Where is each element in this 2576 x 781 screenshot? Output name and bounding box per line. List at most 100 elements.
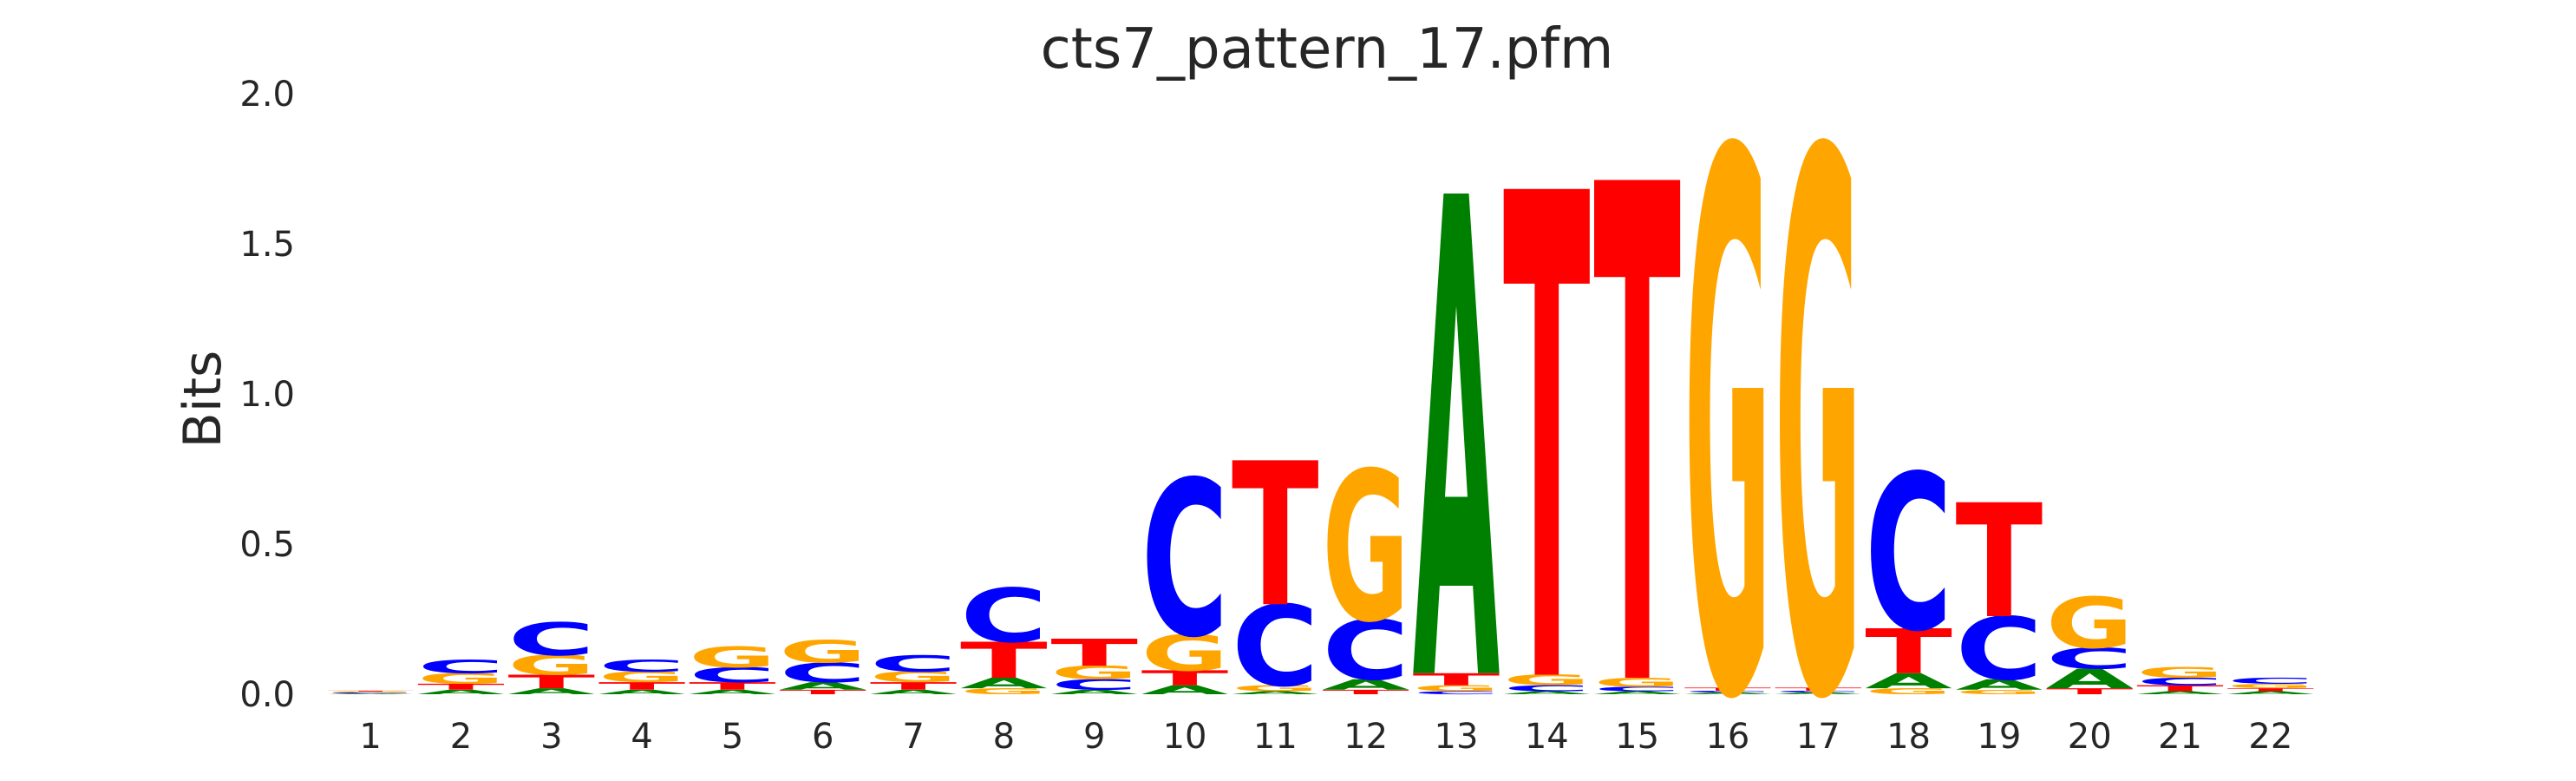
letter-a: A bbox=[2046, 664, 2134, 695]
x-tick-label: 22 bbox=[2248, 717, 2292, 757]
x-tick-label: 9 bbox=[1083, 717, 1105, 757]
x-tick-label: 7 bbox=[902, 717, 924, 757]
x-tick-label: 5 bbox=[722, 717, 743, 757]
letter-c: C bbox=[1865, 431, 1952, 680]
letter-t: T bbox=[1503, 57, 1591, 781]
letter-c: C bbox=[870, 651, 958, 677]
letter-g: G bbox=[1322, 430, 1409, 668]
letter-g: G bbox=[507, 650, 595, 681]
letter-g: G bbox=[1684, 0, 1772, 781]
letter-a: A bbox=[1141, 683, 1229, 698]
letter-t: T bbox=[1684, 686, 1772, 692]
letter-a: A bbox=[507, 686, 595, 696]
letter-t: T bbox=[1322, 688, 1409, 695]
y-tick-label: 0.0 bbox=[239, 675, 295, 715]
letter-c: C bbox=[2136, 676, 2224, 688]
letter-a: A bbox=[1956, 676, 2043, 692]
letter-g: G bbox=[1503, 672, 1591, 688]
letter-t: T bbox=[1593, 46, 1681, 781]
y-tick-label: 1.0 bbox=[239, 375, 295, 415]
y-tick-label: 0.5 bbox=[239, 525, 295, 565]
letter-a: A bbox=[1232, 691, 1319, 696]
letter-c: C bbox=[1141, 436, 1229, 686]
y-axis-ticks: 0.0 0.5 1.0 1.5 2.0 bbox=[239, 75, 295, 715]
letter-c: C bbox=[1684, 690, 1772, 692]
letter-c: C bbox=[1413, 691, 1500, 696]
chart-title: cts7_pattern_17.pfm bbox=[1041, 17, 1614, 82]
x-tick-label: 19 bbox=[1977, 717, 2021, 757]
letter-c: C bbox=[1956, 600, 2043, 699]
letter-t: T bbox=[2046, 686, 2134, 696]
x-tick-label: 11 bbox=[1253, 717, 1298, 757]
letter-a: A bbox=[1775, 692, 1862, 694]
letter-a: A bbox=[870, 688, 958, 695]
letter-c: C bbox=[417, 656, 505, 678]
letter-t: T bbox=[870, 680, 958, 692]
x-tick-label: 8 bbox=[993, 717, 1015, 757]
x-axis-ticks: 1 2 3 4 5 6 7 8 9 10 11 12 13 14 15 16 17 18 19 20 21 22 bbox=[359, 717, 2292, 757]
letter-t: T bbox=[1413, 670, 1500, 689]
x-tick-label: 16 bbox=[1705, 717, 1749, 757]
letter-a: A bbox=[2136, 691, 2224, 696]
y-axis-label: Bits bbox=[173, 351, 233, 449]
letter-a: A bbox=[1050, 688, 1138, 695]
x-tick-label: 18 bbox=[1886, 717, 1931, 757]
letter-c: C bbox=[960, 573, 1048, 659]
letter-c: C bbox=[1503, 684, 1591, 693]
letter-t: T bbox=[327, 691, 415, 692]
letter-g: G bbox=[689, 641, 776, 674]
x-tick-label: 17 bbox=[1796, 717, 1840, 757]
letter-c: C bbox=[1775, 690, 1862, 692]
letter-t: T bbox=[1141, 666, 1229, 691]
y-tick-label: 2.0 bbox=[239, 75, 295, 115]
letter-t: T bbox=[2136, 684, 2224, 693]
letter-t: T bbox=[507, 671, 595, 692]
x-tick-label: 6 bbox=[812, 717, 834, 757]
letter-t: T bbox=[1232, 422, 1319, 652]
letter-t: T bbox=[598, 680, 686, 692]
letter-g: G bbox=[960, 686, 1048, 696]
letter-g: G bbox=[598, 669, 686, 686]
letter-t: T bbox=[1775, 686, 1862, 692]
letter-g: G bbox=[2136, 665, 2224, 681]
letter-a: A bbox=[417, 688, 505, 695]
letter-a: A bbox=[960, 675, 1048, 692]
letter-c: C bbox=[1232, 583, 1319, 712]
letter-t: T bbox=[1865, 616, 1952, 688]
letter-g: G bbox=[2227, 683, 2315, 690]
letter-a: A bbox=[2227, 691, 2315, 696]
letter-a: A bbox=[327, 693, 415, 695]
letter-t: T bbox=[1050, 631, 1138, 674]
x-tick-label: 12 bbox=[1344, 717, 1388, 757]
letter-g: G bbox=[1865, 686, 1952, 696]
letter-a: A bbox=[689, 688, 776, 695]
letter-t: T bbox=[960, 633, 1048, 690]
letter-t: T bbox=[1956, 471, 2043, 653]
letter-g: G bbox=[779, 634, 866, 670]
x-tick-label: 15 bbox=[1615, 717, 1659, 757]
x-tick-label: 3 bbox=[540, 717, 562, 757]
letter-c: C bbox=[327, 692, 415, 694]
x-tick-label: 20 bbox=[2068, 717, 2112, 757]
letter-g: G bbox=[870, 669, 958, 686]
x-tick-label: 13 bbox=[1435, 717, 1479, 757]
x-tick-label: 21 bbox=[2158, 717, 2202, 757]
x-tick-label: 2 bbox=[450, 717, 472, 757]
letter-t: T bbox=[779, 688, 866, 695]
